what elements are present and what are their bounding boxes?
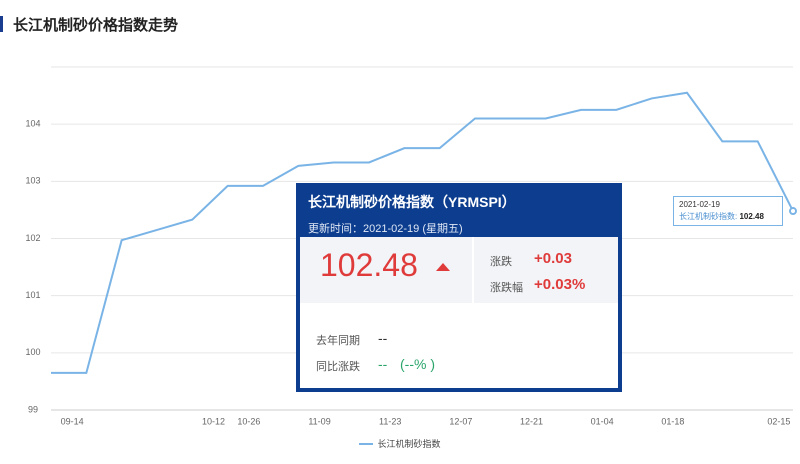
yoy-label: 同比涨跌 — [316, 361, 360, 373]
x-tick-label: 11-09 — [308, 416, 330, 426]
x-tick-label: 09-14 — [61, 416, 84, 426]
series-line — [51, 91, 794, 374]
pct: +0.03% — [534, 276, 586, 293]
card-value: 102.48 — [320, 247, 418, 283]
y-tick-label: 100 — [25, 347, 40, 357]
last-year: -- — [378, 330, 388, 346]
value-box: 102.48 — [300, 237, 472, 303]
y-tick-label: 99 — [28, 404, 38, 414]
change-box: 涨跌 +0.03 涨跌幅 +0.03% — [474, 237, 618, 303]
x-tick-label: 02-15 — [767, 416, 790, 426]
tooltip-value: 102.48 — [739, 212, 764, 221]
yoy: -- — [378, 356, 388, 372]
x-tick-label: 10-12 — [202, 416, 225, 426]
card-title: 长江机制砂价格指数（YRMSPI） — [308, 194, 516, 210]
legend-swatch — [359, 442, 374, 445]
card-updated: 更新时间：2021-02-19 (星期五) — [308, 223, 463, 235]
last-year-label: 去年同期 — [316, 335, 360, 347]
y-tick-label: 103 — [25, 176, 40, 186]
legend: 长江机制砂指数 — [0, 437, 800, 450]
up-arrow — [436, 263, 450, 271]
x-tick-label: 12-21 — [520, 416, 543, 426]
yoy-pct: (--% ) — [400, 356, 435, 372]
x-tick-label: 12-07 — [449, 416, 472, 426]
index-card: 长江机制砂价格指数（YRMSPI） 更新时间：2021-02-19 (星期五) … — [296, 183, 622, 392]
y-tick-label: 101 — [25, 290, 40, 300]
tooltip-date: 2021-02-19 — [679, 200, 720, 209]
change: +0.03 — [534, 250, 572, 267]
x-tick-label: 10-26 — [237, 416, 260, 426]
x-tick-label: 01-04 — [591, 416, 614, 426]
header: 长江机制砂价格指数走势 — [0, 14, 178, 34]
legend-label: 长江机制砂指数 — [377, 439, 441, 449]
y-tick-label: 104 — [25, 119, 40, 129]
pct-label: 涨跌幅 — [490, 282, 523, 294]
x-tick-label: 11-23 — [379, 416, 401, 426]
page-title: 长江机制砂价格指数走势 — [13, 16, 179, 34]
card-body: 102.48 涨跌 +0.03 涨跌幅 +0.03% 去年同期 -- 同比涨跌 … — [300, 237, 618, 388]
change-label: 涨跌 — [490, 256, 512, 268]
tooltip: 2021-02-19 长江机制砂指数: 102.48 — [673, 196, 783, 226]
x-tick-label: 01-18 — [661, 416, 684, 426]
end-point — [789, 207, 797, 216]
tooltip-label: 长江机制砂指数: — [679, 212, 738, 221]
y-tick-label: 102 — [25, 233, 40, 243]
